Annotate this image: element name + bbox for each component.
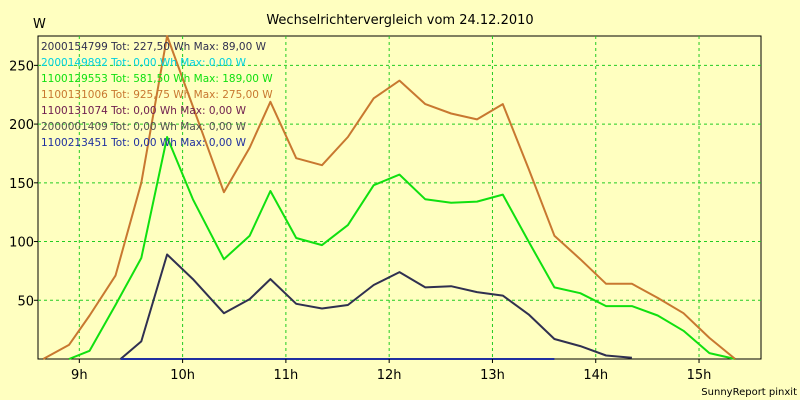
x-axis-ticks: 9h 10h 11h 12h 13h 14h 15h bbox=[71, 359, 711, 383]
grid bbox=[38, 36, 761, 359]
y-axis-ticks: 50 100 150 200 250 bbox=[9, 59, 38, 309]
series-line-1 bbox=[119, 253, 632, 360]
x-tick-label: 11h bbox=[273, 368, 298, 383]
legend-entry-3: 1100129553 Tot: 581,50 Wh Max: 189,00 W bbox=[41, 73, 273, 85]
y-tick-label: 200 bbox=[9, 118, 34, 133]
series-line-3 bbox=[68, 136, 736, 360]
legend-entry-1: 2000154799 Tot: 227,50 Wh Max: 89,00 W bbox=[41, 41, 267, 53]
y-axis-label: W bbox=[33, 17, 46, 32]
x-tick-label: 10h bbox=[170, 368, 195, 383]
series-line-4 bbox=[42, 35, 736, 360]
x-tick-label: 15h bbox=[687, 368, 712, 383]
x-tick-label: 14h bbox=[583, 368, 608, 383]
legend-entry-4: 1100131006 Tot: 925,75 Wh Max: 275,00 W bbox=[41, 89, 273, 101]
legend-entry-5: 1100131074 Tot: 0,00 Wh Max: 0,00 W bbox=[41, 105, 247, 117]
y-tick-label: 100 bbox=[9, 236, 34, 251]
y-tick-label: 150 bbox=[9, 177, 34, 192]
footer-credit: SunnyReport pinxit bbox=[701, 387, 797, 398]
chart-title: Wechselrichtervergleich vom 24.12.2010 bbox=[266, 13, 533, 28]
legend-entry-2: 2000149892 Tot: 0,00 Wh Max: 0,00 W bbox=[41, 57, 247, 69]
x-tick-label: 12h bbox=[377, 368, 402, 383]
legend: 2000154799 Tot: 227,50 Wh Max: 89,00 W 20… bbox=[41, 41, 273, 149]
series-lines bbox=[42, 35, 736, 360]
y-tick-label: 50 bbox=[17, 294, 34, 309]
legend-entry-6: 2000001409 Tot: 0,00 Wh Max: 0,00 W bbox=[41, 121, 247, 133]
x-tick-label: 9h bbox=[71, 368, 88, 383]
legend-entry-7: 1100213451 Tot: 0,00 Wh Max: 0,00 W bbox=[41, 137, 247, 149]
x-tick-label: 13h bbox=[480, 368, 505, 383]
y-tick-label: 250 bbox=[9, 59, 34, 74]
